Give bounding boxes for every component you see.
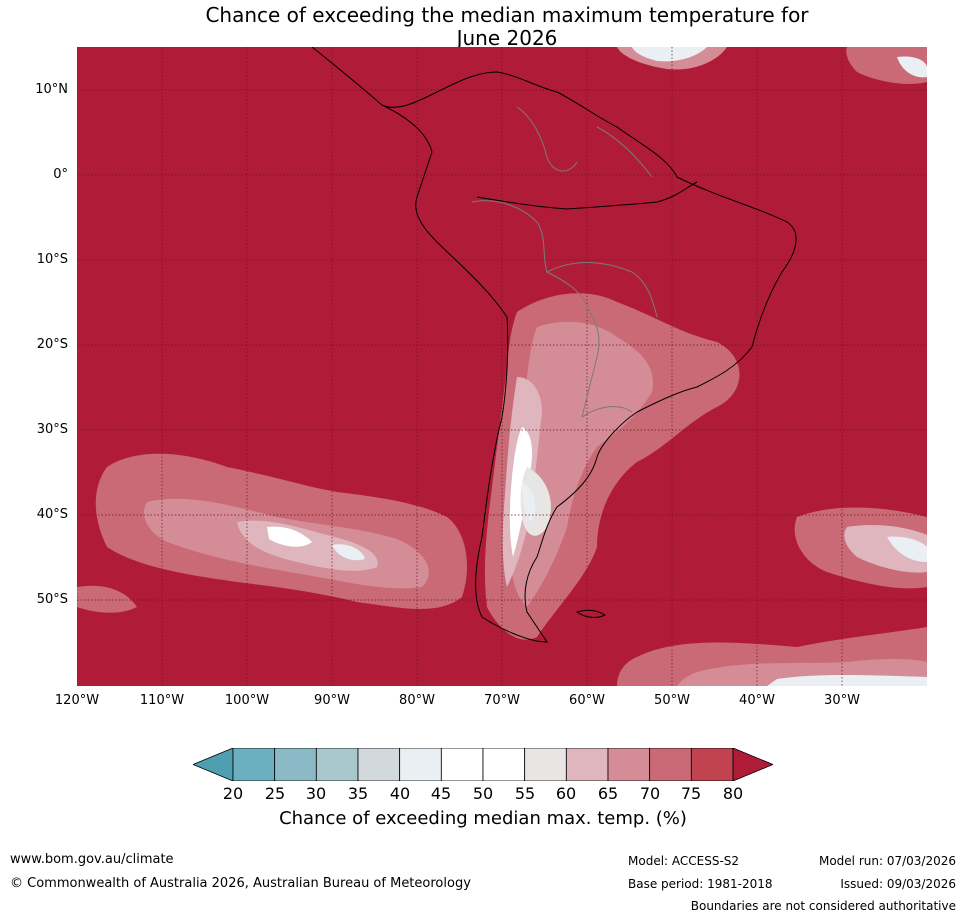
south-america-coastline: [311, 47, 797, 643]
colorbar: [193, 748, 773, 781]
lon-label-50w: 50°W: [654, 693, 690, 708]
colorbar-extend-low: [193, 748, 234, 781]
colorbar-tick-55: 55: [514, 784, 536, 803]
footer-model: Model: ACCESS-S2: [628, 854, 740, 868]
map-title-line1: Chance of exceeding the median maximum t…: [205, 3, 809, 27]
colorbar-cell: [649, 748, 692, 781]
country-borders: [471, 106, 658, 418]
lon-label-30w: 30°W: [824, 693, 860, 708]
probability-map: [77, 47, 927, 686]
graticule: [77, 47, 927, 686]
lat-label-50s: 50°S: [36, 592, 68, 607]
colorbar-tick-80: 80: [722, 784, 744, 803]
colorbar-tick-60: 60: [555, 784, 577, 803]
colorbar-cell: [482, 748, 526, 781]
northeast-anomaly-shading: [617, 47, 927, 84]
falkland-islands: [575, 609, 607, 618]
lon-label-110w: 110°W: [139, 693, 185, 708]
continent-anomaly-shading: [484, 293, 740, 640]
colorbar-cell: [399, 748, 442, 781]
east-atlantic-anomaly-shading: [794, 507, 927, 589]
map-canvas: [77, 47, 927, 686]
colorbar-tick-30: 30: [305, 784, 327, 803]
colorbar-tick-75: 75: [680, 784, 702, 803]
footer-base-period: Base period: 1981-2018: [628, 877, 773, 891]
lat-label-30s: 30°S: [36, 422, 68, 437]
lat-label-0: 0°: [53, 167, 68, 182]
colorbar-tick-45: 45: [430, 784, 452, 803]
lat-label-20s: 20°S: [36, 337, 68, 352]
footer-issued: Issued: 09/03/2026: [840, 877, 956, 891]
lat-label-10n: 10°N: [35, 82, 68, 97]
lat-label-10s: 10°S: [36, 252, 68, 267]
lon-label-120w: 120°W: [54, 693, 100, 708]
colorbar-cell: [524, 748, 567, 781]
lon-label-100w: 100°W: [224, 693, 270, 708]
map-title: Chance of exceeding the median maximum t…: [77, 4, 937, 50]
colorbar-tick-25: 25: [264, 784, 286, 803]
colorbar-cell: [274, 748, 317, 781]
colorbar-extend-high: [732, 748, 773, 781]
colorbar-title: Chance of exceeding median max. temp. (%…: [279, 808, 687, 829]
colorbar-cell: [565, 748, 609, 781]
lon-label-90w: 90°W: [314, 693, 350, 708]
footer-url[interactable]: www.bom.gov.au/climate: [10, 852, 174, 867]
colorbar-tick-65: 65: [597, 784, 619, 803]
colorbar-cell: [440, 748, 484, 781]
colorbar-cell: [357, 748, 401, 781]
colorbar-cell: [315, 748, 359, 781]
colorbar-tick-20: 20: [222, 784, 244, 803]
colorbar-cell: [607, 748, 651, 781]
footer-copyright: © Commonwealth of Australia 2026, Austra…: [10, 876, 471, 891]
lon-label-60w: 60°W: [569, 693, 605, 708]
amazon-river: [476, 181, 698, 210]
colorbar-cell: [690, 748, 734, 781]
pacific-anomaly-shading: [77, 453, 467, 613]
colorbar-cell: [232, 748, 276, 781]
colorbar-tick-50: 50: [472, 784, 494, 803]
colorbar-tick-40: 40: [389, 784, 411, 803]
lon-label-70w: 70°W: [484, 693, 520, 708]
lat-label-40s: 40°S: [36, 507, 68, 522]
map-title-line2: June 2026: [456, 26, 558, 50]
colorbar-tick-35: 35: [347, 784, 369, 803]
colorbar-tick-70: 70: [639, 784, 661, 803]
footer-disclaimer: Boundaries are not considered authoritat…: [690, 899, 956, 913]
lon-label-80w: 80°W: [399, 693, 435, 708]
footer-model-run: Model run: 07/03/2026: [818, 854, 956, 868]
lon-label-40w: 40°W: [739, 693, 775, 708]
southern-anomaly-shading: [617, 627, 927, 686]
